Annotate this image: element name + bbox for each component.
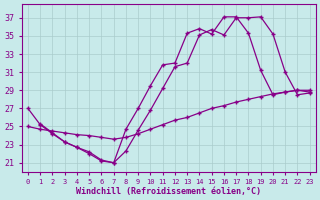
X-axis label: Windchill (Refroidissement éolien,°C): Windchill (Refroidissement éolien,°C)	[76, 187, 261, 196]
